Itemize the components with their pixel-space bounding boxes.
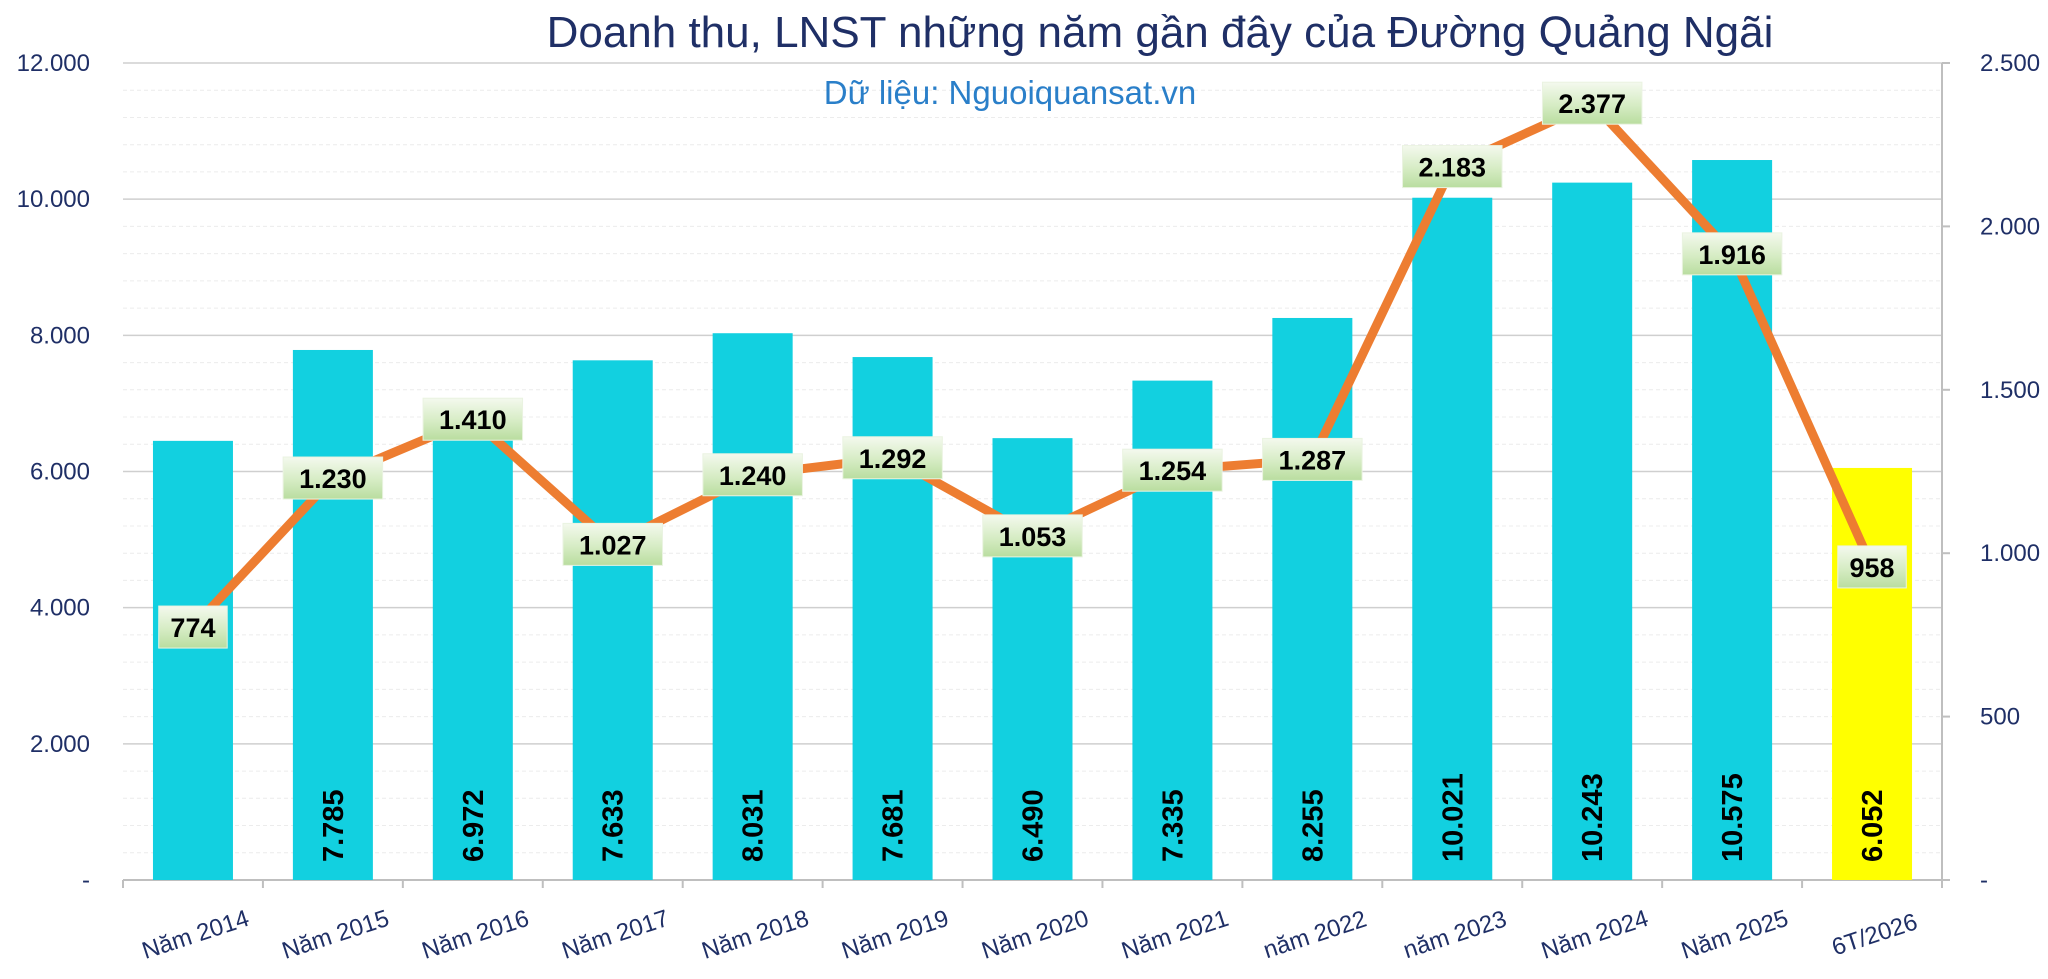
revenue-bar xyxy=(572,360,653,880)
x-tick-label: Năm 2016 xyxy=(419,905,533,965)
y-left-tick-label: - xyxy=(82,867,90,894)
bar-value-label: 6.972 xyxy=(458,789,490,862)
profit-value-label: 774 xyxy=(170,613,215,643)
y-right-tick-label: 500 xyxy=(1980,704,2020,731)
profit-value-label: 1.027 xyxy=(579,530,647,560)
profit-value-label: 958 xyxy=(1850,553,1895,583)
revenue-bar xyxy=(1552,182,1633,880)
bar-value-label: 7.633 xyxy=(598,789,630,862)
y-left-tick-label: 12.000 xyxy=(17,50,90,77)
profit-label-box xyxy=(158,605,228,649)
y-right-tick-label: 1.000 xyxy=(1980,540,2040,567)
y-left-tick-label: 4.000 xyxy=(30,595,90,622)
profit-value-label: 1.230 xyxy=(299,464,367,494)
profit-label-box xyxy=(1122,448,1223,492)
x-tick-label: Năm 2024 xyxy=(1538,905,1652,965)
profit-value-label: 1.916 xyxy=(1698,240,1766,270)
profit-value-label: 1.287 xyxy=(1279,445,1347,475)
profit-value-label: 1.410 xyxy=(439,405,507,435)
revenue-bar xyxy=(992,438,1073,880)
bar-value-label: 10.575 xyxy=(1717,773,1749,862)
profit-label-box xyxy=(1402,145,1503,189)
x-tick-label: Năm 2019 xyxy=(838,905,952,965)
y-right-tick-label: 1.500 xyxy=(1980,377,2040,404)
x-tick-label: Năm 2020 xyxy=(978,905,1092,965)
bar-value-label: 10.021 xyxy=(1437,773,1469,862)
profit-label-box xyxy=(562,522,663,566)
y-left-tick-label: 6.000 xyxy=(30,459,90,486)
x-tick-label: năm 2023 xyxy=(1400,906,1510,965)
y-right-tick-label: 2.500 xyxy=(1980,50,2040,77)
profit-label-box xyxy=(842,436,943,480)
revenue-bar xyxy=(292,349,373,880)
bar-value-label: 8.255 xyxy=(1297,789,1329,862)
x-tick-label: Năm 2017 xyxy=(559,905,673,965)
profit-value-label: 1.053 xyxy=(999,522,1067,552)
data-labels: 7.785 6.972 7.633 8.031 7.681 6.490 7.335 8.255… xyxy=(158,81,1907,862)
revenue-bar xyxy=(1832,467,1913,880)
profit-value-label: 1.292 xyxy=(859,444,927,474)
profit-label-box xyxy=(422,397,524,441)
bar-value-label: 7.785 xyxy=(318,789,350,862)
profit-value-label: 1.254 xyxy=(1139,456,1207,486)
bar-value-label: 7.335 xyxy=(1157,789,1189,862)
bar-value-label: 7.681 xyxy=(878,789,910,862)
revenue-bar xyxy=(1692,160,1773,881)
revenue-bar xyxy=(712,333,793,880)
x-tick-label: 6T/2026 xyxy=(1829,908,1921,961)
y-left-tick-label: 2.000 xyxy=(30,731,90,758)
x-tick-label: Năm 2025 xyxy=(1678,905,1792,965)
revenue-bar xyxy=(432,405,513,880)
bar-value-label: 6.490 xyxy=(1018,789,1050,862)
bar-value-label: 8.031 xyxy=(738,789,770,862)
bar-value-label: 10.243 xyxy=(1577,773,1609,862)
profit-label-box xyxy=(1541,81,1643,125)
profit-value-label: 1.240 xyxy=(719,461,787,491)
profit-value-label: 2.377 xyxy=(1558,89,1626,119)
x-tick-label: Năm 2018 xyxy=(699,905,813,965)
chart-title: Doanh thu, LNST những năm gần đây của Đư… xyxy=(547,8,1774,57)
y-right-tick-label: - xyxy=(1980,867,1988,894)
x-tick-label: Năm 2014 xyxy=(139,905,253,965)
y-left-tick-label: 8.000 xyxy=(30,322,90,349)
chart-subtitle: Dữ liệu: Nguoiquansat.vn xyxy=(824,74,1196,111)
x-tick-label: Năm 2015 xyxy=(279,905,393,965)
y-left-tick-label: 10.000 xyxy=(17,186,90,213)
revenue-bar xyxy=(152,440,233,880)
revenue-bar xyxy=(1412,197,1493,880)
x-tick-label: Năm 2021 xyxy=(1118,905,1232,965)
profit-value-label: 2.183 xyxy=(1418,153,1486,183)
profit-label-box xyxy=(1837,545,1907,589)
profit-label-box xyxy=(982,514,1083,558)
profit-label-box xyxy=(702,453,803,497)
profit-label-box xyxy=(1681,232,1783,276)
bar-value-label: 6.052 xyxy=(1857,789,1889,862)
profit-label-box xyxy=(282,456,384,500)
y-right-tick-label: 2.000 xyxy=(1980,213,2040,240)
profit-label-box xyxy=(1262,437,1363,481)
x-tick-label: năm 2022 xyxy=(1260,906,1370,965)
